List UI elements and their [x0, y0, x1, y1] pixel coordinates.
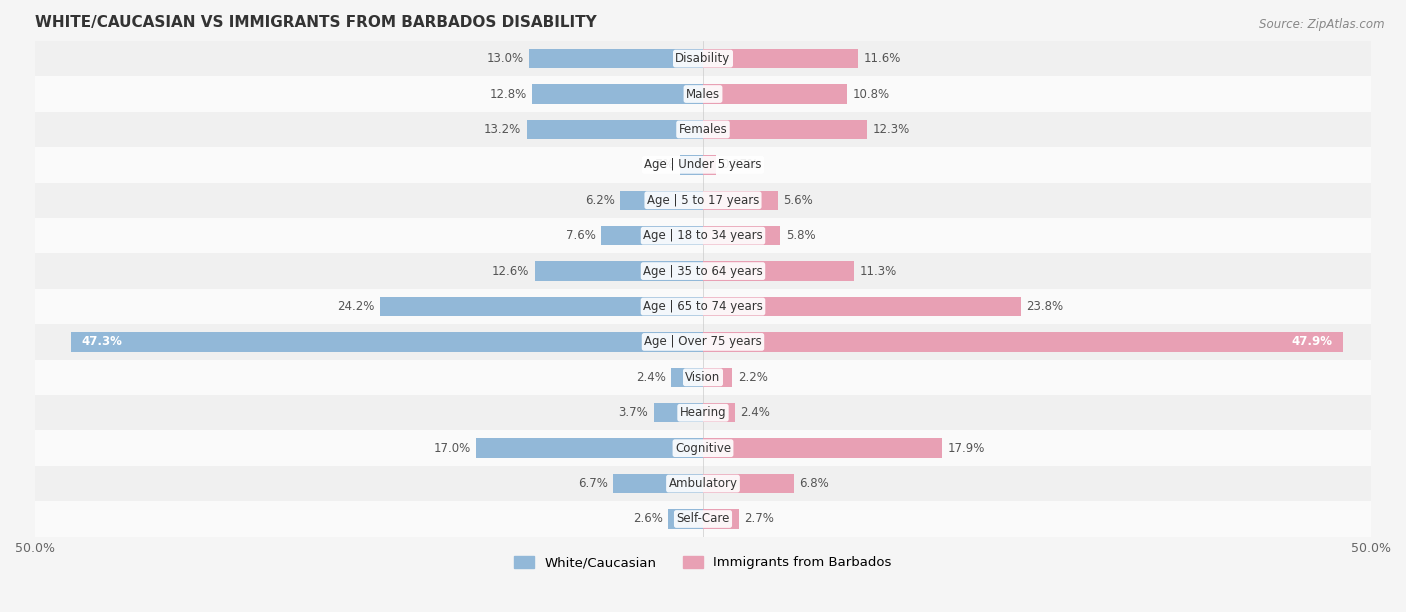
- Bar: [613, 474, 703, 493]
- Bar: [35, 501, 1371, 537]
- Text: 7.6%: 7.6%: [567, 229, 596, 242]
- Text: Age | 5 to 17 years: Age | 5 to 17 years: [647, 194, 759, 207]
- Text: Self-Care: Self-Care: [676, 512, 730, 526]
- Bar: [35, 253, 1371, 289]
- Bar: [35, 466, 1371, 501]
- Bar: [703, 84, 848, 104]
- Text: Males: Males: [686, 88, 720, 100]
- Text: 2.7%: 2.7%: [744, 512, 775, 526]
- Text: 24.2%: 24.2%: [337, 300, 374, 313]
- Bar: [35, 360, 1371, 395]
- Text: 0.97%: 0.97%: [721, 159, 759, 171]
- Bar: [703, 332, 1343, 352]
- Text: Females: Females: [679, 123, 727, 136]
- Bar: [380, 297, 703, 316]
- Text: 2.4%: 2.4%: [636, 371, 665, 384]
- Text: 47.9%: 47.9%: [1291, 335, 1333, 348]
- Text: Age | Over 75 years: Age | Over 75 years: [644, 335, 762, 348]
- Bar: [35, 430, 1371, 466]
- Bar: [35, 324, 1371, 360]
- Bar: [703, 155, 716, 174]
- Bar: [527, 120, 703, 139]
- Text: 3.7%: 3.7%: [619, 406, 648, 419]
- Text: Cognitive: Cognitive: [675, 442, 731, 455]
- Text: 2.6%: 2.6%: [633, 512, 662, 526]
- Bar: [35, 182, 1371, 218]
- Text: WHITE/CAUCASIAN VS IMMIGRANTS FROM BARBADOS DISABILITY: WHITE/CAUCASIAN VS IMMIGRANTS FROM BARBA…: [35, 15, 596, 30]
- Bar: [703, 226, 780, 245]
- Bar: [703, 509, 740, 529]
- Bar: [703, 403, 735, 422]
- Text: Hearing: Hearing: [679, 406, 727, 419]
- Text: 2.2%: 2.2%: [738, 371, 768, 384]
- Text: 12.8%: 12.8%: [489, 88, 527, 100]
- Bar: [35, 112, 1371, 147]
- Bar: [72, 332, 703, 352]
- Bar: [703, 438, 942, 458]
- Text: 47.3%: 47.3%: [82, 335, 122, 348]
- Text: Vision: Vision: [685, 371, 721, 384]
- Text: 23.8%: 23.8%: [1026, 300, 1063, 313]
- Bar: [671, 368, 703, 387]
- Bar: [703, 261, 853, 281]
- Bar: [35, 395, 1371, 430]
- Text: 17.9%: 17.9%: [948, 442, 984, 455]
- Text: 12.3%: 12.3%: [873, 123, 910, 136]
- Bar: [35, 289, 1371, 324]
- Bar: [681, 155, 703, 174]
- Text: 5.6%: 5.6%: [783, 194, 813, 207]
- Text: 11.3%: 11.3%: [859, 264, 897, 278]
- Bar: [602, 226, 703, 245]
- Bar: [668, 509, 703, 529]
- Text: 13.0%: 13.0%: [486, 52, 524, 65]
- Bar: [703, 120, 868, 139]
- Bar: [534, 261, 703, 281]
- Bar: [475, 438, 703, 458]
- Text: 11.6%: 11.6%: [863, 52, 901, 65]
- Text: Age | 18 to 34 years: Age | 18 to 34 years: [643, 229, 763, 242]
- Bar: [703, 190, 778, 210]
- Bar: [35, 76, 1371, 112]
- Text: 17.0%: 17.0%: [433, 442, 471, 455]
- Text: 10.8%: 10.8%: [852, 88, 890, 100]
- Text: Age | 65 to 74 years: Age | 65 to 74 years: [643, 300, 763, 313]
- Text: Age | Under 5 years: Age | Under 5 years: [644, 159, 762, 171]
- Text: 2.4%: 2.4%: [741, 406, 770, 419]
- Text: 13.2%: 13.2%: [484, 123, 522, 136]
- Text: 6.2%: 6.2%: [585, 194, 614, 207]
- Text: Ambulatory: Ambulatory: [668, 477, 738, 490]
- Bar: [531, 84, 703, 104]
- Legend: White/Caucasian, Immigrants from Barbados: White/Caucasian, Immigrants from Barbado…: [509, 551, 897, 575]
- Bar: [703, 297, 1021, 316]
- Text: 12.6%: 12.6%: [492, 264, 529, 278]
- Bar: [529, 49, 703, 69]
- Text: 6.7%: 6.7%: [578, 477, 609, 490]
- Text: Source: ZipAtlas.com: Source: ZipAtlas.com: [1260, 18, 1385, 31]
- Text: 5.8%: 5.8%: [786, 229, 815, 242]
- Bar: [35, 218, 1371, 253]
- Bar: [703, 474, 794, 493]
- Text: 1.7%: 1.7%: [645, 159, 675, 171]
- Bar: [35, 41, 1371, 76]
- Bar: [654, 403, 703, 422]
- Bar: [620, 190, 703, 210]
- Text: 6.8%: 6.8%: [799, 477, 830, 490]
- Text: Disability: Disability: [675, 52, 731, 65]
- Bar: [703, 49, 858, 69]
- Bar: [35, 147, 1371, 182]
- Bar: [703, 368, 733, 387]
- Text: Age | 35 to 64 years: Age | 35 to 64 years: [643, 264, 763, 278]
